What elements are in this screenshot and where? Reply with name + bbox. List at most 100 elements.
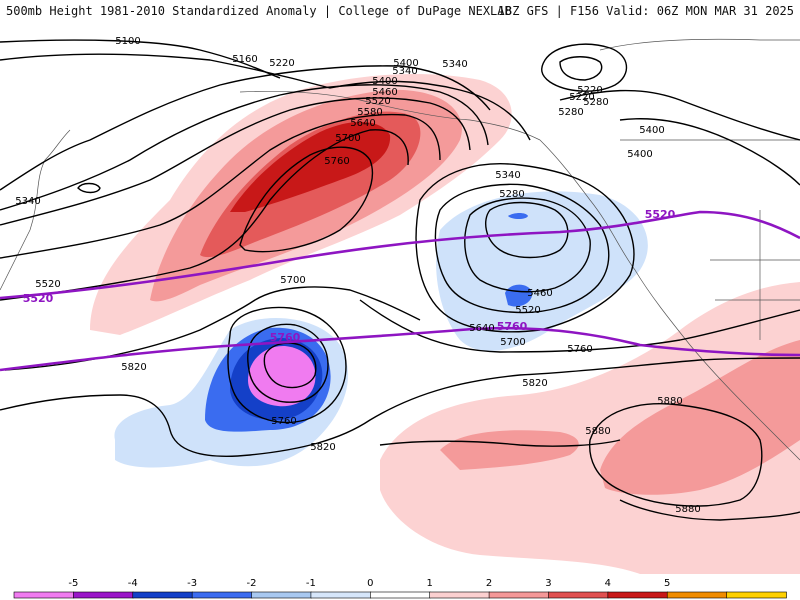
title-bar: 500mb Height 1981-2010 Standardized Anom… xyxy=(0,0,800,22)
colorbar-tick-label: 2 xyxy=(486,578,492,589)
colorbar-cell xyxy=(607,591,669,599)
product-title: 500mb Height 1981-2010 Standardized Anom… xyxy=(6,4,512,18)
contour-label: 5700 xyxy=(500,337,525,348)
contour-label: 5520 xyxy=(365,96,390,107)
contour-label: 5880 xyxy=(675,504,700,515)
contour-label: 5280 xyxy=(558,107,583,118)
purple-line-label: 5520 xyxy=(645,208,676,221)
contour-label: 5340 xyxy=(442,59,467,70)
contour xyxy=(559,89,800,141)
contour-label: 5820 xyxy=(522,378,547,389)
contour-label: 5400 xyxy=(639,125,664,136)
contour-label: 5820 xyxy=(310,442,335,453)
contour-label: 5880 xyxy=(585,426,610,437)
contour-label: 5760 xyxy=(271,416,296,427)
negative-anomaly-shading xyxy=(114,191,648,468)
contour-label: 5760 xyxy=(324,156,349,167)
contour-label: 5460 xyxy=(372,87,397,98)
contour-label: 5760 xyxy=(567,344,592,355)
neg-anomaly-light-ne xyxy=(436,191,648,351)
colorbar-cell xyxy=(488,591,550,599)
colorbar-cell xyxy=(132,591,193,599)
purple-line-label: 5760 xyxy=(270,331,301,344)
contour-label: 5280 xyxy=(583,97,608,108)
contour-label: 5400 xyxy=(393,58,418,69)
colorbar-cell xyxy=(666,591,728,599)
contour-label: 5640 xyxy=(350,118,375,129)
contour xyxy=(77,182,101,194)
colorbar: -5 -4 -3 -2 -1 0 1 2 3 4 5 xyxy=(13,578,787,599)
coastlines xyxy=(0,38,800,461)
contour xyxy=(0,65,491,191)
line-5760 xyxy=(0,326,800,372)
contour-label: 5880 xyxy=(657,396,682,407)
neg-anomaly-pt xyxy=(508,213,528,219)
contour xyxy=(0,84,489,211)
contour-label: 5700 xyxy=(280,275,305,286)
contour xyxy=(434,183,610,314)
colorbar-tick-label: 3 xyxy=(545,578,551,589)
contour-label: 5700 xyxy=(335,133,360,144)
contour-label: 5100 xyxy=(115,36,140,47)
contour xyxy=(0,39,281,79)
contour xyxy=(0,357,800,457)
contour xyxy=(415,163,635,333)
colorbar-cell xyxy=(13,591,75,599)
contour xyxy=(588,403,763,507)
contour-label: 5220 xyxy=(569,92,594,103)
colorbar-cell xyxy=(310,591,372,599)
purple-labels: 5520 5760 5520 5760 xyxy=(23,208,676,344)
contour xyxy=(4,286,421,371)
colorbar-cell xyxy=(548,591,609,599)
contour xyxy=(227,306,347,424)
contour-label: 5220 xyxy=(577,85,602,96)
colorbar-cell xyxy=(73,591,134,599)
contour xyxy=(379,439,621,447)
contour xyxy=(0,113,441,259)
contour-label: 5520 xyxy=(35,279,60,290)
contour xyxy=(0,97,471,226)
colorbar-tick-label: 0 xyxy=(367,578,373,589)
pos-anomaly-east-med2 xyxy=(600,340,800,495)
colorbar-ticks: -5 -4 -3 -2 -1 0 1 2 3 4 5 xyxy=(68,578,670,589)
contour-label: 5580 xyxy=(357,107,382,118)
contour-label: 5400 xyxy=(627,149,652,160)
colorbar-tick-label: -5 xyxy=(68,578,78,589)
pos-anomaly-east-med xyxy=(440,430,579,470)
colorbar-tick-label: 4 xyxy=(605,578,611,589)
purple-line-label: 5760 xyxy=(497,320,528,333)
contour-label: 5340 xyxy=(495,170,520,181)
purple-line-label: 5520 xyxy=(23,292,54,305)
contour xyxy=(619,499,800,521)
colorbar-tick-label: 1 xyxy=(427,578,433,589)
colorbar-cell xyxy=(370,591,431,599)
colorbar-cell xyxy=(251,591,312,599)
contour xyxy=(239,146,374,253)
climatology-reference-lines xyxy=(0,210,800,372)
contour xyxy=(484,201,569,259)
contour xyxy=(464,197,591,293)
contour xyxy=(247,323,329,403)
contour xyxy=(619,118,800,186)
contour-label: 5340 xyxy=(392,66,417,77)
contour xyxy=(0,129,409,301)
contour-label: 5520 xyxy=(515,305,540,316)
colorbar-tick-label: -3 xyxy=(187,578,197,589)
colorbar-tick-label: 5 xyxy=(664,578,670,589)
contour-label: 5400 xyxy=(372,76,397,87)
colorbar-cell xyxy=(429,591,490,599)
positive-anomaly-shading xyxy=(90,74,800,574)
contour-label: 5340 xyxy=(15,196,40,207)
colorbar-cell xyxy=(191,591,253,599)
contour-label: 5220 xyxy=(269,58,294,69)
colorbar-tick-label: -2 xyxy=(247,578,257,589)
model-run-info: 18Z GFS | F156 Valid: 06Z MON MAR 31 202… xyxy=(497,4,794,18)
colorbar-cells xyxy=(13,591,787,599)
colorbar-tick-label: -4 xyxy=(128,578,138,589)
contour-label: 5160 xyxy=(232,54,257,65)
pos-anomaly-east-light xyxy=(380,282,800,574)
contour-label: 5640 xyxy=(469,323,494,334)
